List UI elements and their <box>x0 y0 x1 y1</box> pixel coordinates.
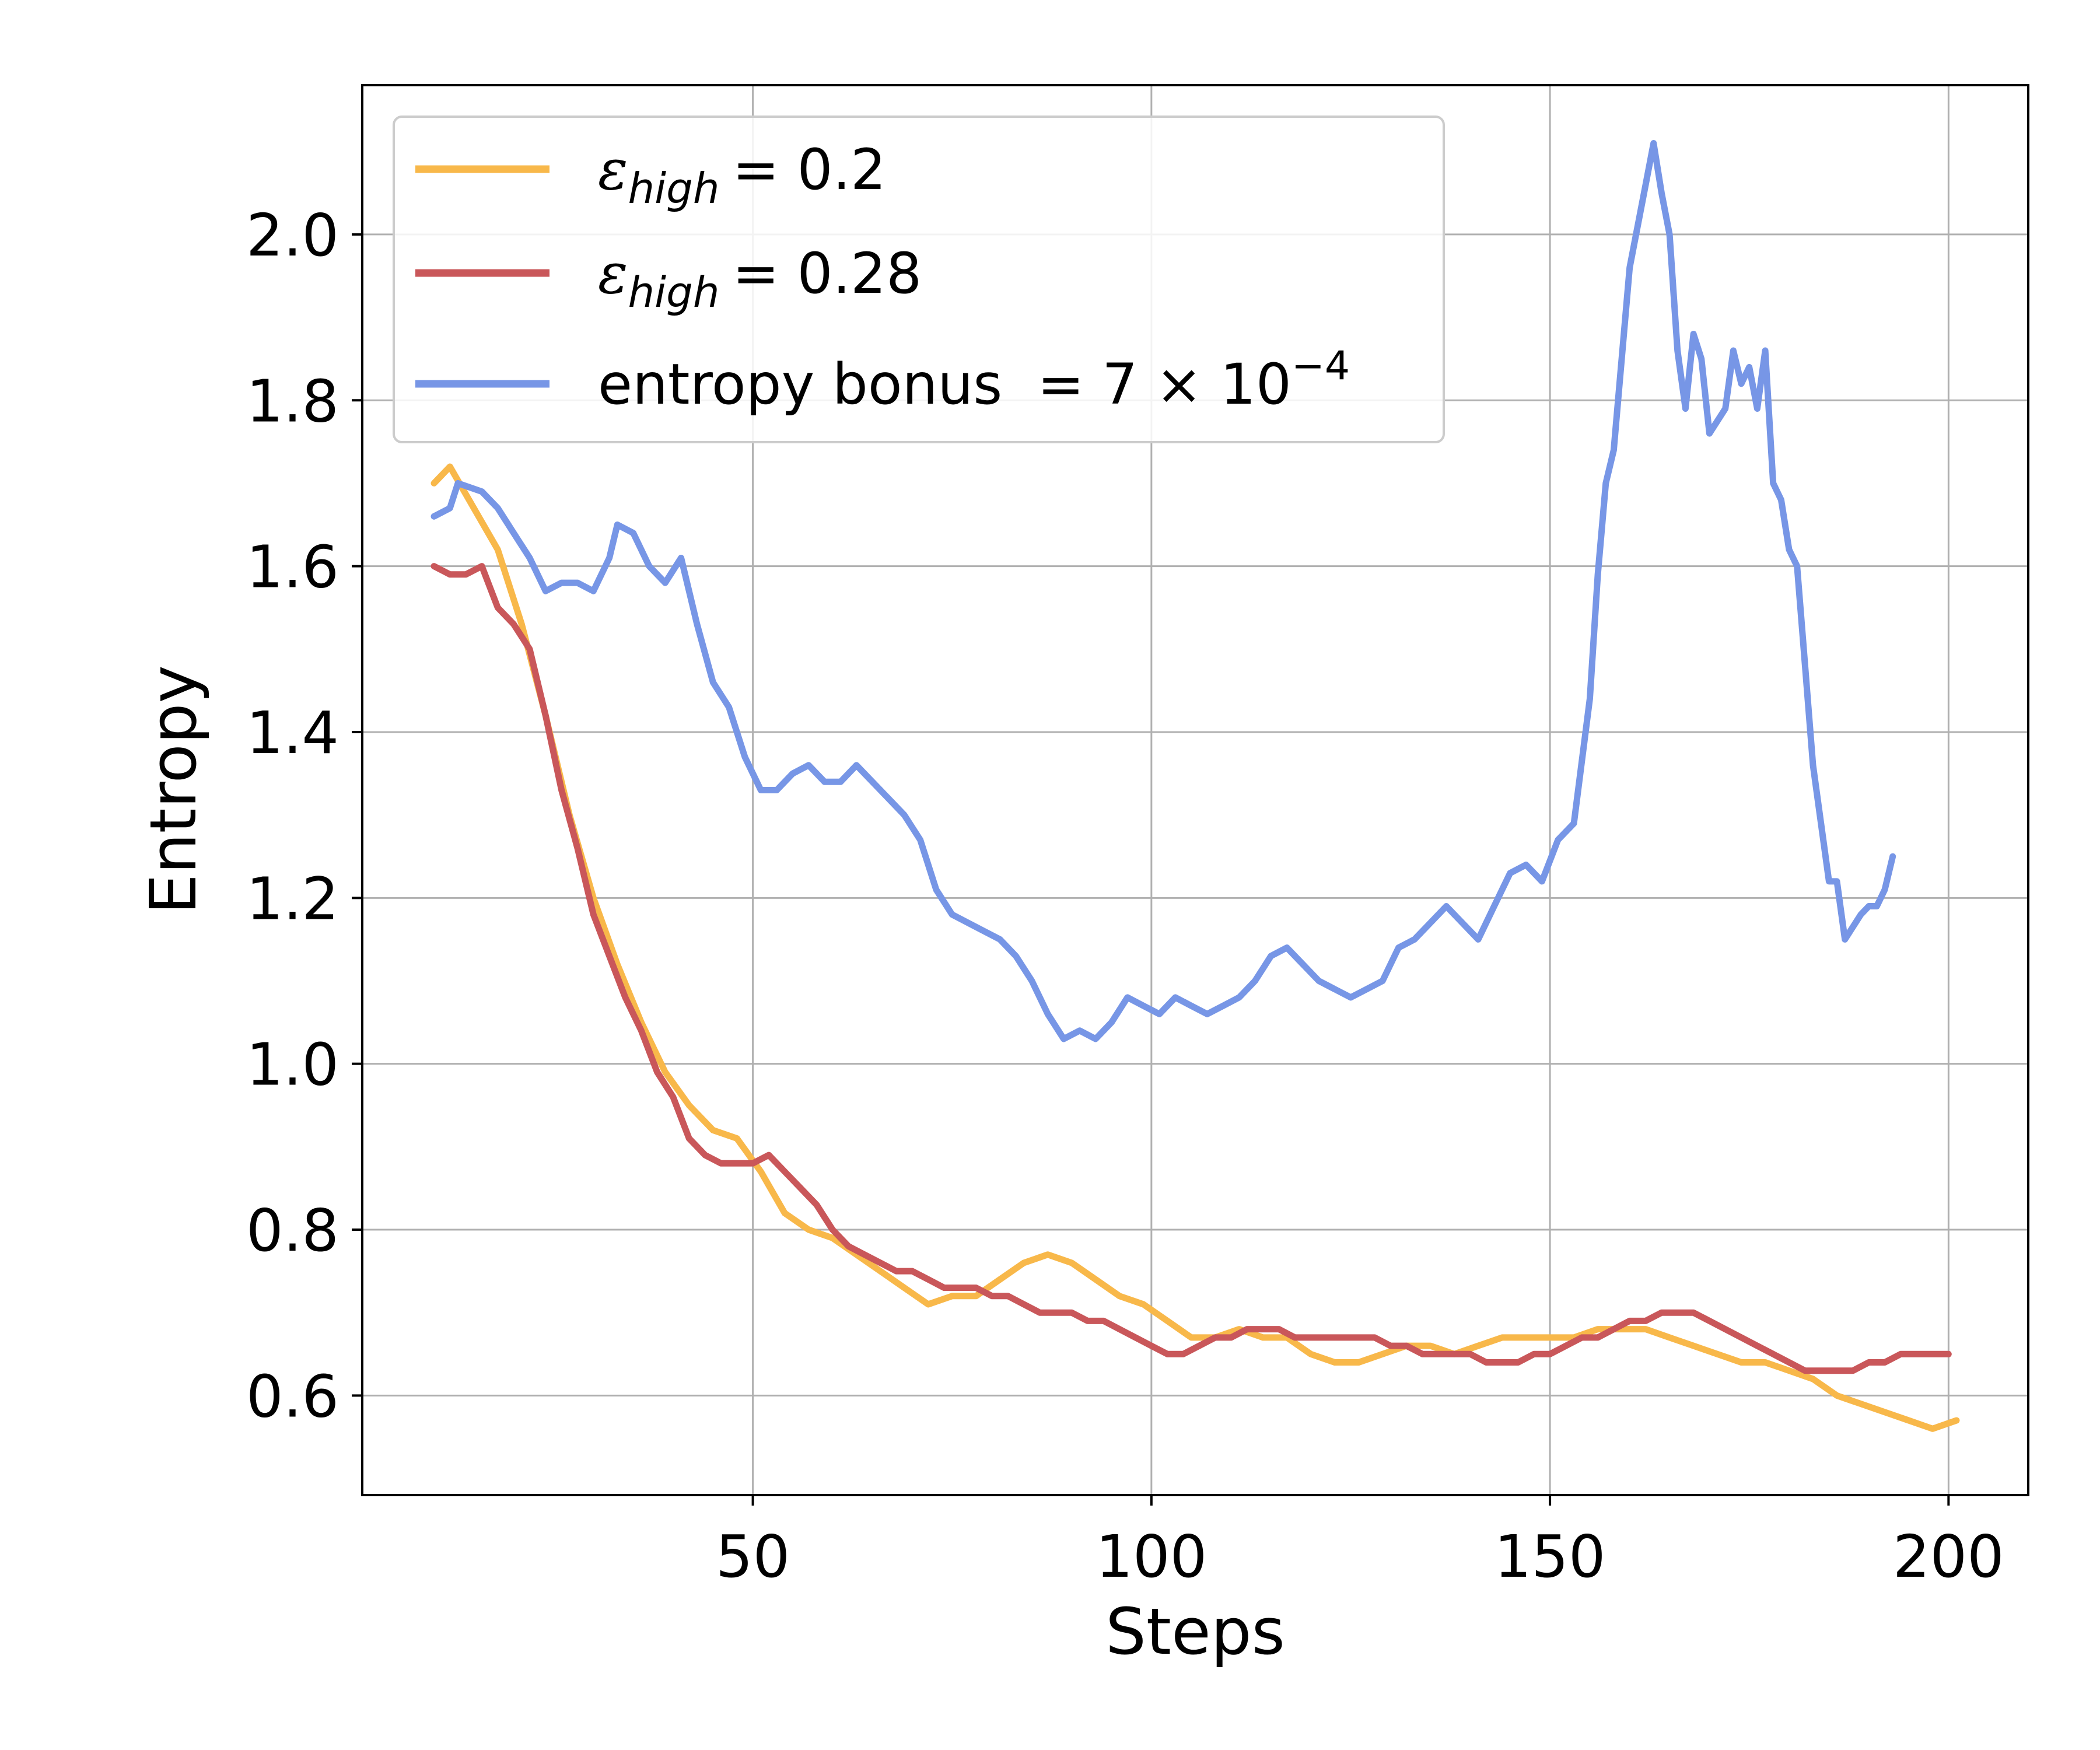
x-axis-label: Steps <box>1105 1594 1285 1669</box>
legend-label-2: εhigh = 0.28 <box>598 241 922 317</box>
legend-label-3: entropy bonus = 7 × 10−4 <box>598 343 1350 417</box>
y-tick-label: 1.8 <box>246 367 339 435</box>
y-tick-label: 1.0 <box>246 1031 339 1099</box>
x-tick-label: 200 <box>1893 1522 2004 1591</box>
x-tick-label: 150 <box>1494 1522 1606 1591</box>
legend-text-part: entropy bonus <box>598 352 1002 417</box>
legend-box <box>393 116 1445 443</box>
legend-symbol: ε <box>598 241 628 306</box>
y-tick-label: 1.6 <box>246 533 339 601</box>
plot-frame <box>361 84 2029 1496</box>
y-tick-label: 1.2 <box>246 864 339 933</box>
y-axis-label: Entropy <box>136 665 211 914</box>
legend-symbol: ε <box>598 137 628 202</box>
series-line-3 <box>430 140 1896 1042</box>
x-tick-label: 50 <box>716 1522 790 1591</box>
x-tick-label: 100 <box>1096 1522 1207 1591</box>
legend-value: = 0.2 <box>733 137 887 202</box>
series-lines <box>430 140 1960 1432</box>
series-line-1 <box>430 463 1960 1432</box>
y-tick-label: 2.0 <box>246 201 339 270</box>
legend-subscript: high <box>628 164 720 213</box>
legend-subscript: high <box>628 268 720 317</box>
series-line-2 <box>430 563 1952 1374</box>
y-tick-label: 1.4 <box>246 699 339 767</box>
legend-value: = 7 × 10 <box>1037 352 1292 417</box>
legend-label-1: εhigh = 0.2 <box>598 137 886 213</box>
legend-exponent: −4 <box>1292 343 1350 389</box>
y-tick-label: 0.6 <box>246 1362 339 1430</box>
legend-value: = 0.28 <box>733 241 922 306</box>
axis-ticks: 50 100 150 200 0.6 0.8 1.0 1.2 1.4 1.6 1.8 2.0 <box>246 201 2004 1591</box>
y-tick-label: 0.8 <box>246 1196 339 1265</box>
